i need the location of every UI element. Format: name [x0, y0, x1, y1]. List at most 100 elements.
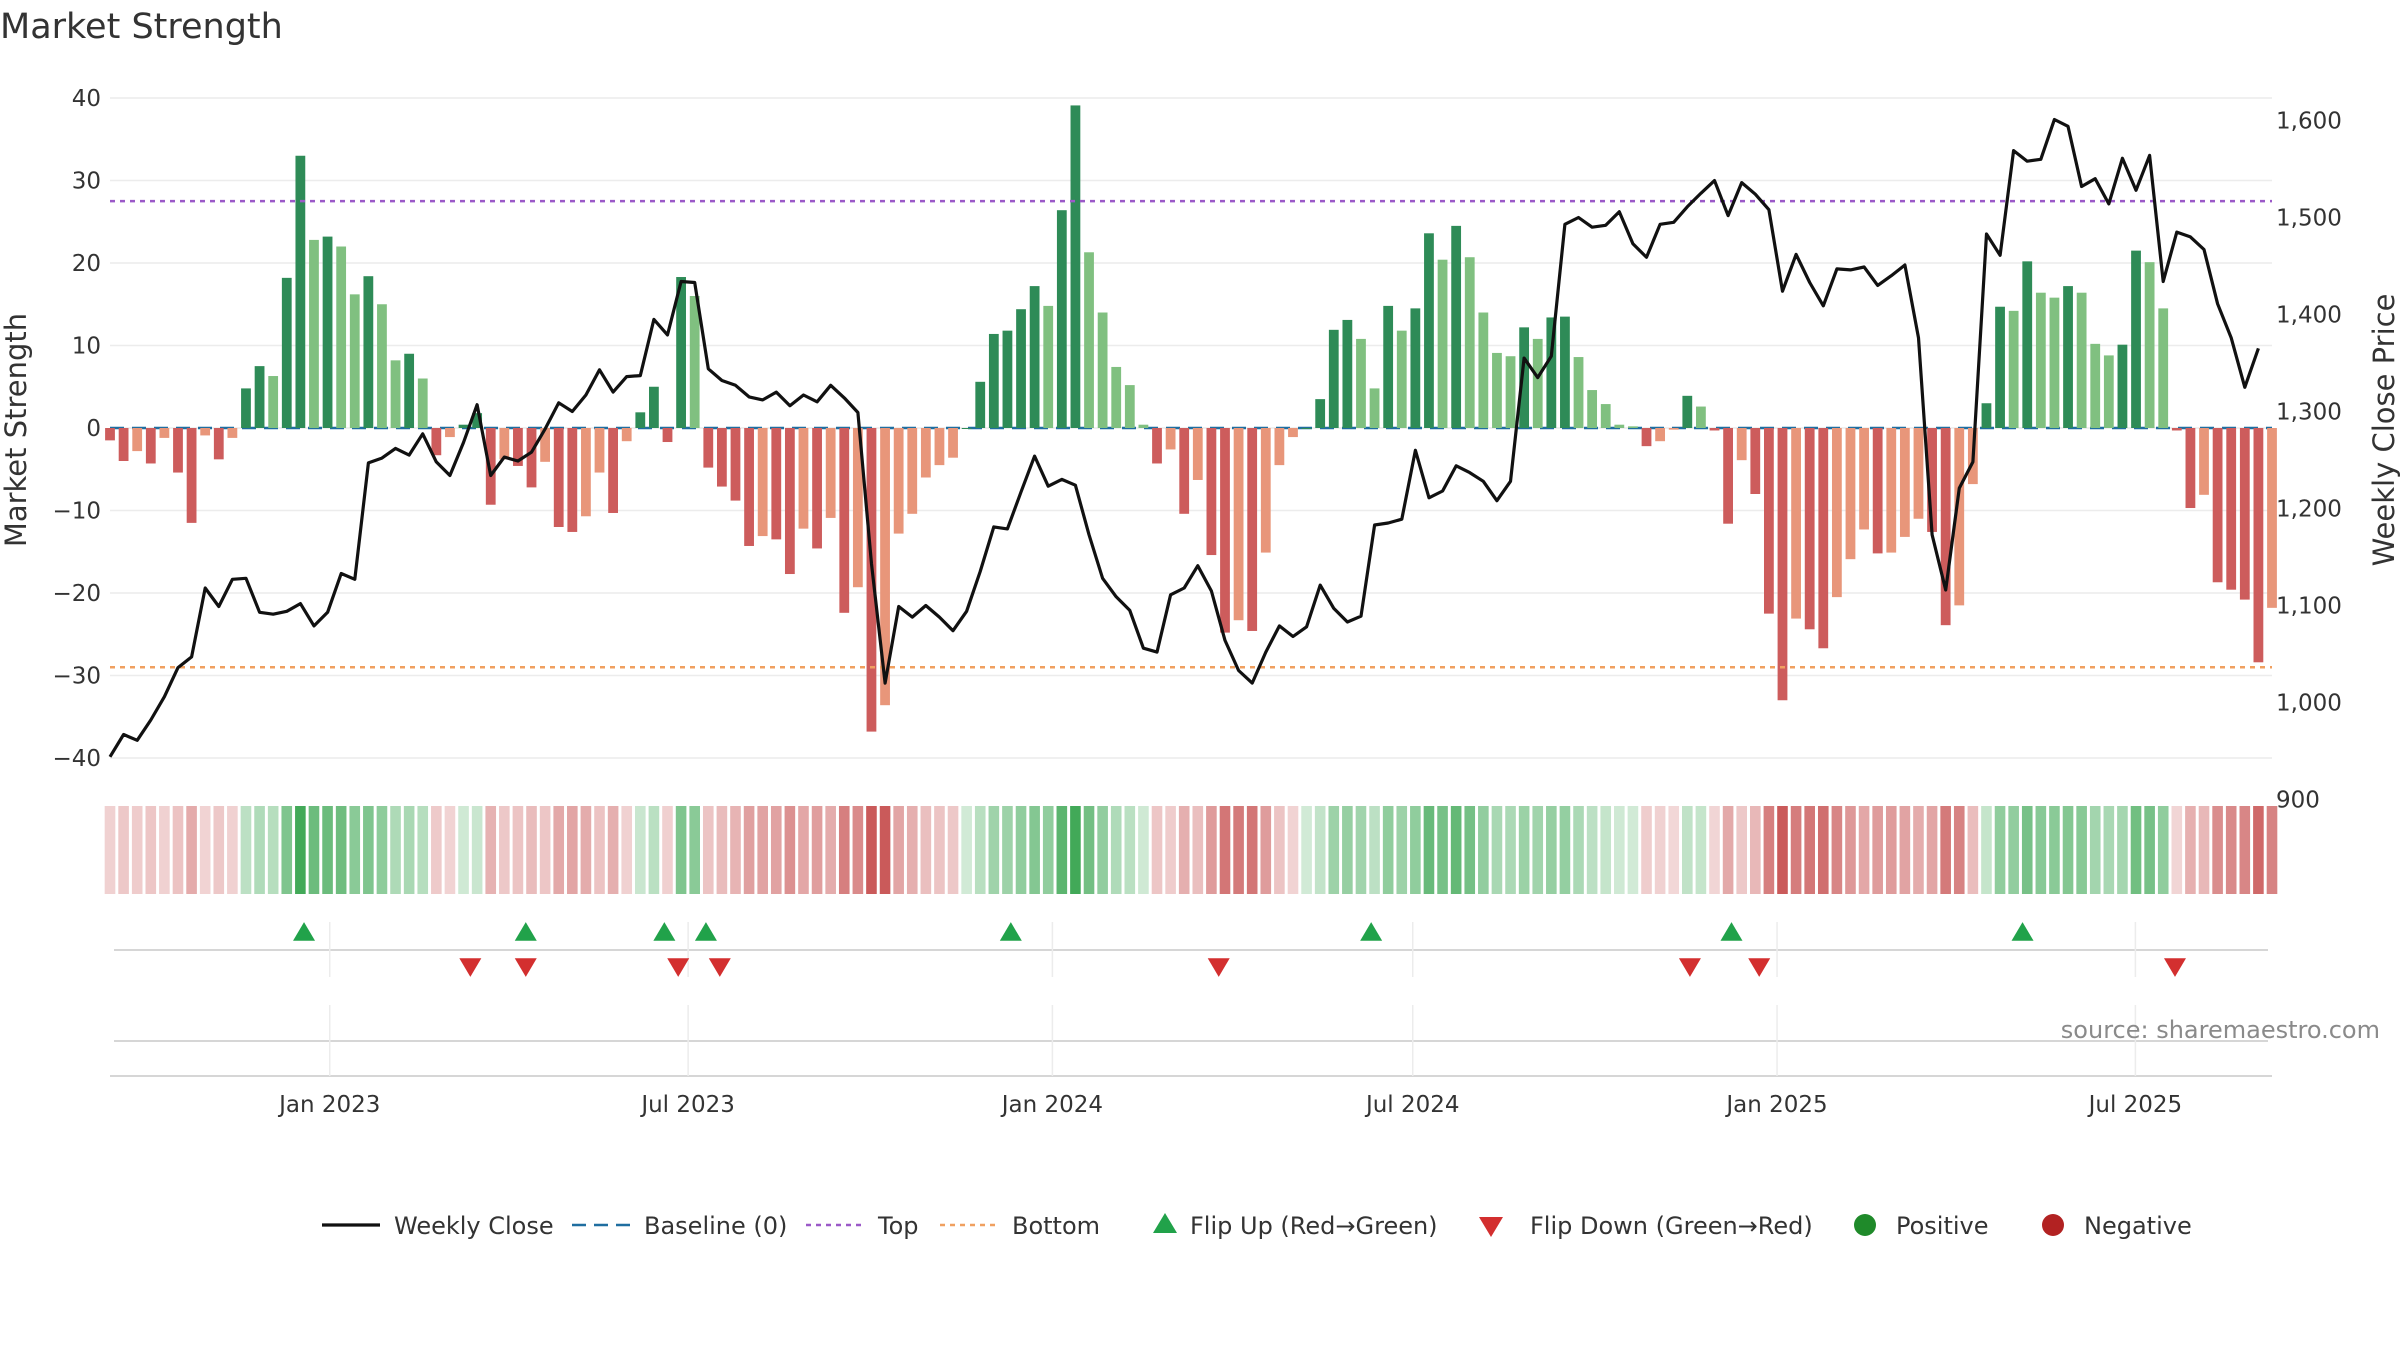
strength-bar: [1138, 424, 1149, 428]
heat-cell: [1994, 806, 2006, 894]
heat-cell: [2035, 806, 2047, 894]
strength-bar: [2212, 428, 2223, 583]
strength-bar: [281, 277, 292, 428]
heat-cell: [1274, 806, 1285, 894]
strength-bar: [1723, 428, 1733, 524]
heat-cell: [2144, 806, 2155, 894]
strength-bar: [1356, 338, 1366, 428]
flip-up-marker: [999, 922, 1022, 941]
flip-down-marker: [514, 958, 537, 977]
strength-bar: [1750, 428, 1761, 494]
strength-bar: [254, 366, 265, 428]
heat-cell: [512, 806, 524, 894]
strength-bar: [1451, 225, 1462, 428]
strength-bar: [2199, 428, 2209, 495]
strength-bar: [118, 428, 129, 461]
strength-bar: [1505, 356, 1516, 428]
x-tick-label: Jan 2024: [1000, 1092, 1103, 1118]
strength-bar: [1165, 428, 1176, 450]
heat-cell: [2266, 806, 2278, 894]
strength-bar: [2117, 344, 2128, 428]
heat-cell: [1355, 806, 1367, 894]
strength-bar: [567, 428, 578, 532]
legend-circle-icon: [1854, 1214, 1876, 1236]
heat-cell: [1546, 806, 1557, 894]
x-tick-label: Jul 2024: [1364, 1092, 1460, 1118]
strength-bar: [1872, 428, 1883, 554]
heat-cell: [1749, 806, 1761, 894]
strength-bar: [472, 413, 483, 428]
heat-cell: [852, 806, 864, 894]
strength-bar: [336, 246, 347, 428]
flip-down-marker: [1678, 958, 1701, 977]
heat-cell: [199, 806, 211, 894]
heat-cell: [1110, 806, 1122, 894]
strength-bar: [295, 155, 306, 428]
strength-bar: [1777, 428, 1788, 701]
strength-bar: [608, 428, 619, 513]
heat-cell: [539, 806, 551, 894]
strength-bar: [1519, 327, 1530, 428]
strength-bar: [1478, 312, 1489, 428]
heat-cell: [2089, 806, 2101, 894]
strength-bar: [1995, 306, 2005, 428]
y-tick-label: 30: [72, 169, 101, 195]
heat-cell: [634, 806, 646, 894]
heat-cell: [1219, 806, 1231, 894]
flip-down-marker: [708, 958, 731, 977]
strength-bar: [1043, 305, 1054, 428]
heat-cell: [1138, 806, 1149, 894]
y-tick-label: 20: [72, 251, 101, 277]
flip-down-marker: [2163, 958, 2186, 977]
strength-bar: [2103, 355, 2114, 428]
strength-bar: [2226, 428, 2237, 590]
strength-bar: [458, 424, 469, 428]
heat-cell: [118, 806, 129, 894]
heat-cell: [281, 806, 293, 894]
strength-bar: [431, 428, 442, 456]
strength-bar: [1002, 330, 1013, 428]
heat-cell: [1423, 806, 1435, 894]
heat-cell: [376, 806, 388, 894]
strength-bar: [1641, 428, 1652, 447]
strength-bar: [2131, 250, 2141, 428]
strength-bar: [757, 428, 768, 537]
heat-cell: [1070, 806, 1081, 894]
heat-cell: [458, 806, 469, 894]
strength-bar: [309, 239, 319, 428]
x-tick-label: Jan 2025: [1724, 1092, 1827, 1118]
heat-cell: [1083, 806, 1095, 894]
strength-bar: [1736, 428, 1747, 461]
strength-bar: [363, 276, 374, 428]
heat-cell: [1464, 806, 1476, 894]
strength-bar: [676, 277, 686, 428]
strength-bar: [1152, 428, 1162, 464]
heat-cell: [1450, 806, 1462, 894]
heat-cell: [1858, 806, 1870, 894]
strength-bar: [1424, 233, 1434, 428]
flip-up-marker: [514, 922, 537, 941]
heat-cell: [1926, 806, 1938, 894]
heat-cell: [145, 806, 157, 894]
strength-bar: [880, 428, 890, 706]
strength-bar: [784, 428, 795, 575]
strength-bar: [1396, 330, 1407, 428]
strength-bar: [2008, 310, 2019, 428]
heat-cell: [1614, 806, 1625, 894]
heat-cell: [1396, 806, 1408, 894]
heat-cell: [1804, 806, 1815, 894]
heat-cell: [567, 806, 578, 894]
y2-tick-label: 1,000: [2276, 691, 2342, 717]
legend-circle-icon: [2042, 1214, 2064, 1236]
y2-tick-label: 900: [2276, 788, 2320, 814]
strength-bar: [1763, 428, 1774, 614]
y-axis-title: Market Strength: [0, 313, 33, 547]
strength-bar: [689, 296, 700, 428]
strength-bar: [934, 428, 945, 466]
heat-cell: [621, 806, 633, 894]
y2-tick-label: 1,500: [2276, 206, 2342, 232]
heat-cell: [1328, 806, 1340, 894]
strength-bar: [404, 353, 415, 428]
strength-bar: [526, 428, 537, 488]
